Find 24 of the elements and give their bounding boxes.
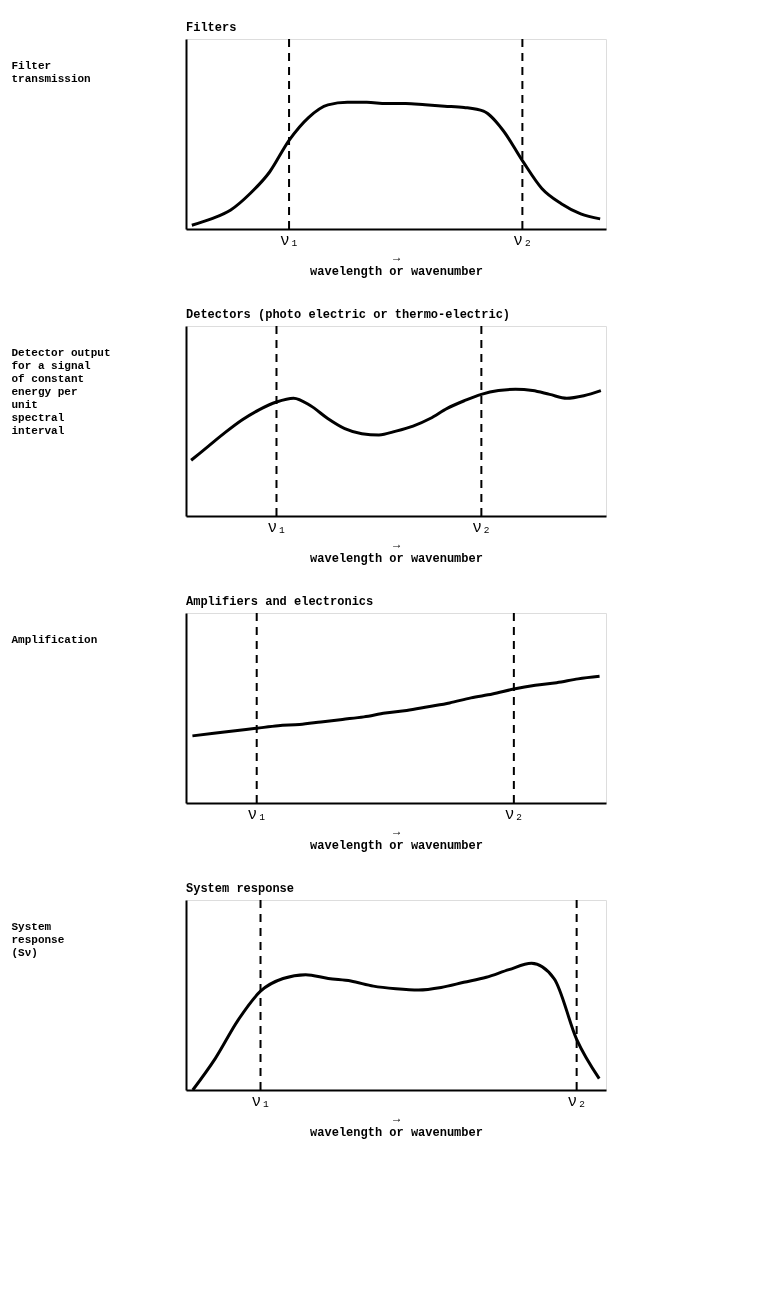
text: → xyxy=(392,824,401,839)
chart-title: System response xyxy=(186,882,295,896)
x-tick-label: ν₂ xyxy=(504,805,524,824)
chart-title: Detectors (photo electric or thermo-electric) xyxy=(186,308,511,322)
x-axis-title: wavelength or wavenumber xyxy=(310,1125,483,1140)
x-axis-title: wavelength or wavenumber xyxy=(310,264,483,279)
text: → xyxy=(392,250,401,265)
y-axis-title: Detector output for a signal of constant energy per unit spectral interval xyxy=(11,346,111,437)
x-tick-label: ν₂ xyxy=(513,231,533,250)
x-tick-label: ν₂ xyxy=(567,1092,587,1111)
x-tick-label: ν₁ xyxy=(267,518,287,537)
y-axis-title: Filter transmission xyxy=(11,59,91,85)
text: → xyxy=(392,537,401,552)
x-tick-label: ν₁ xyxy=(279,231,300,250)
chart-title: Amplifiers and electronics xyxy=(186,595,374,609)
y-axis-title: Amplification xyxy=(11,633,98,646)
x-axis-title: wavelength or wavenumber xyxy=(310,838,483,853)
text: → xyxy=(392,1111,401,1126)
x-axis-title: wavelength or wavenumber xyxy=(310,551,483,566)
x-tick-label: ν₁ xyxy=(247,805,267,824)
chart-title: Filters xyxy=(186,21,237,35)
y-axis-title: System response (Sν) xyxy=(11,920,65,959)
x-tick-label: ν₁ xyxy=(251,1092,271,1111)
x-tick-label: ν₂ xyxy=(472,518,492,537)
